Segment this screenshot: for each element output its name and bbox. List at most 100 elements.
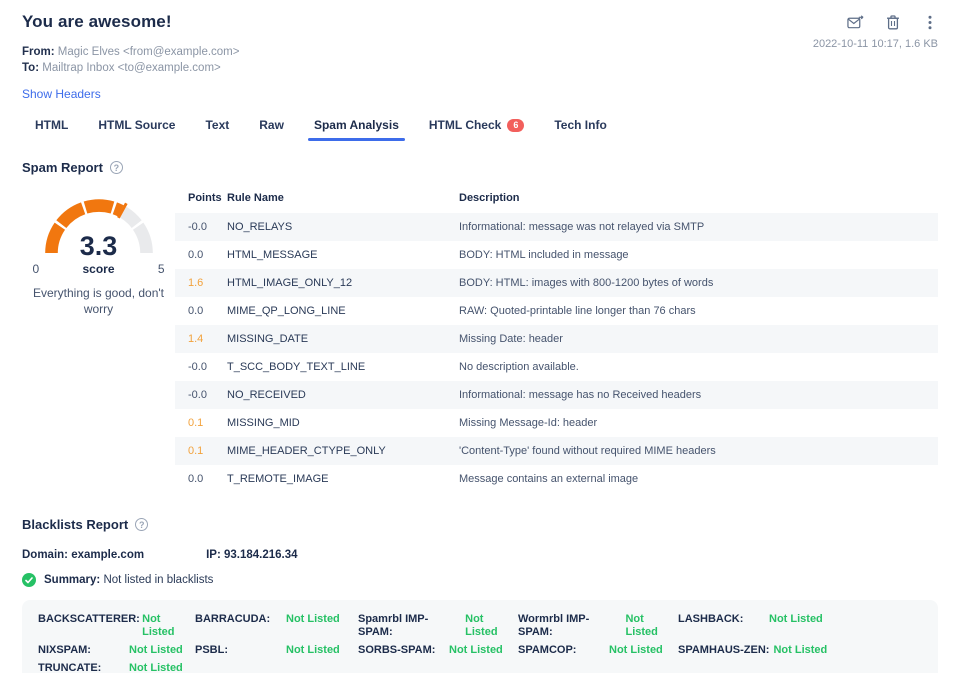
blacklist-status: Not Listed bbox=[609, 644, 663, 656]
rule-name: MISSING_DATE bbox=[227, 325, 459, 353]
rule-description: BODY: HTML included in message bbox=[459, 249, 629, 261]
table-row: -0.0 NO_RELAYS Informational: message was … bbox=[175, 213, 938, 241]
issues-count-badge: 6 bbox=[507, 118, 525, 132]
gauge-arc bbox=[44, 199, 153, 254]
blacklist-ip: IP: 93.184.216.34 bbox=[206, 549, 298, 561]
rule-description: Missing Message-Id: header bbox=[459, 417, 598, 429]
blacklist-status: Not Listed bbox=[625, 613, 658, 638]
gauge-message: Everything is good, don't worry bbox=[32, 286, 165, 316]
rule-name: HTML_MESSAGE bbox=[227, 249, 318, 261]
table-row: -0.0 NO_RECEIVED Informational: message ha… bbox=[175, 381, 938, 409]
rule-points: 0.0 bbox=[188, 305, 204, 317]
blacklist-status: Not Listed bbox=[773, 644, 828, 656]
tab-spam-analysis[interactable]: Spam Analysis bbox=[307, 118, 405, 141]
tab-html-check[interactable]: HTML Check 6 bbox=[429, 118, 525, 141]
blacklist-domain: Domain: example.com bbox=[22, 549, 145, 561]
table-row: 0.1 MIME_HEADER_CTYPE_ONLY 'Content-Type' … bbox=[175, 437, 938, 465]
rule-description: Message contains an external image bbox=[459, 473, 639, 485]
blacklist-entry: SPAMHAUS-ZEN: Not Listed bbox=[678, 644, 922, 657]
blacklist-status: Not Listed bbox=[142, 613, 175, 638]
blacklist-name: LASHBACK: bbox=[678, 613, 744, 625]
table-row: -0.0 T_SCC_BODY_TEXT_LINE No description a… bbox=[175, 353, 938, 381]
blacklist-status: Not Listed bbox=[286, 613, 340, 625]
rule-points: 0.0 bbox=[188, 473, 204, 485]
rule-points: -0.0 bbox=[175, 213, 227, 241]
page-title: You are awesome! bbox=[22, 12, 172, 31]
blacklist-status: Not Listed bbox=[449, 644, 503, 656]
blacklist-status: Not Listed bbox=[286, 644, 340, 656]
tab-label: HTML bbox=[35, 118, 69, 132]
summary-label: Summary: bbox=[44, 574, 101, 586]
address-block: From: Magic Elves <from@example.com> To:… bbox=[22, 44, 938, 76]
blacklist-name: PSBL: bbox=[195, 644, 228, 656]
more-menu-icon[interactable] bbox=[921, 14, 938, 30]
table-row: 0.0 T_REMOTE_IMAGE Message contains an ext… bbox=[175, 465, 938, 493]
blacklist-name: Spamrbl IMP-SPAM: bbox=[358, 613, 429, 638]
spam-score-value: 3.3 bbox=[79, 231, 118, 261]
header-actions bbox=[847, 14, 938, 30]
blacklist-name: TRUNCATE: bbox=[38, 662, 102, 673]
blacklist-name: SPAMHAUS-ZEN: bbox=[678, 644, 770, 656]
rule-name: MIME_HEADER_CTYPE_ONLY bbox=[227, 437, 459, 465]
rule-points: 0.1 bbox=[188, 417, 204, 429]
blacklist-entry: SPAMCOP: Not Listed bbox=[518, 644, 678, 657]
rule-description: No description available. bbox=[459, 361, 579, 373]
blacklists-report-section: Blacklists Report ? Domain: example.com … bbox=[22, 517, 938, 673]
table-header-row: Points Rule Name Description bbox=[175, 188, 938, 213]
blacklist-entry: BARRACUDA: Not Listed bbox=[195, 613, 358, 639]
table-row: 1.4 MISSING_DATE Missing Date: header bbox=[175, 325, 938, 353]
blacklist-name: SPAMCOP: bbox=[518, 644, 577, 656]
blacklist-entry: NIXSPAM: Not Listed bbox=[38, 644, 195, 657]
gauge-min-label: 0 bbox=[32, 262, 40, 276]
rule-description: BODY: HTML: images with 800-1200 bytes o… bbox=[459, 269, 938, 297]
tab-html-source[interactable]: HTML Source bbox=[98, 118, 175, 141]
rule-points: 0.0 bbox=[188, 249, 204, 261]
gauge-max-label: 5 bbox=[157, 262, 165, 276]
col-header-description: Description bbox=[459, 192, 520, 204]
rule-points: 1.4 bbox=[175, 325, 227, 353]
show-headers-link[interactable]: Show Headers bbox=[22, 87, 101, 101]
rule-points: 0.1 bbox=[175, 437, 227, 465]
blacklist-entry: Wormrbl IMP-SPAM: Not Listed bbox=[518, 613, 678, 639]
rule-points: -0.0 bbox=[188, 361, 207, 373]
tab-label: Text bbox=[205, 118, 230, 132]
tab-tech-info[interactable]: Tech Info bbox=[554, 118, 606, 141]
forward-email-icon[interactable] bbox=[847, 14, 864, 30]
tab-raw[interactable]: Raw bbox=[259, 118, 284, 141]
rule-name: MISSING_MID bbox=[227, 417, 300, 429]
col-header-points: Points bbox=[188, 192, 222, 204]
blacklist-entry: LASHBACK: Not Listed bbox=[678, 613, 922, 639]
delete-icon[interactable] bbox=[884, 14, 901, 30]
gauge-score-label: score bbox=[82, 262, 115, 276]
blacklist-status: Not Listed bbox=[129, 662, 183, 673]
rule-points: -0.0 bbox=[175, 381, 227, 409]
from-label: From: bbox=[22, 46, 55, 58]
spam-report-heading: Spam Report bbox=[22, 160, 103, 175]
rule-name: T_REMOTE_IMAGE bbox=[227, 473, 329, 485]
question-circle-icon[interactable]: ? bbox=[109, 161, 123, 174]
table-row: 1.6 HTML_IMAGE_ONLY_12 BODY: HTML: images … bbox=[175, 269, 938, 297]
blacklist-name: Wormrbl IMP-SPAM: bbox=[518, 613, 590, 638]
rule-description: Informational: message has no Received h… bbox=[459, 381, 938, 409]
tab-html[interactable]: HTML bbox=[35, 118, 68, 141]
blacklist-entry: PSBL: Not Listed bbox=[195, 644, 358, 657]
blacklist-status: Not Listed bbox=[769, 613, 823, 625]
tab-label: HTML Source bbox=[98, 118, 176, 132]
spam-score-gauge: 3.3 0 score 5 Everything is good, don't … bbox=[22, 188, 175, 493]
blacklist-name: NIXSPAM: bbox=[38, 644, 91, 656]
question-circle-icon[interactable]: ? bbox=[135, 518, 149, 531]
col-header-rule-name: Rule Name bbox=[227, 192, 284, 204]
tab-text[interactable]: Text bbox=[205, 118, 229, 141]
blacklists-report-heading: Blacklists Report bbox=[22, 517, 129, 532]
message-view-tabs: HTML HTML Source Text Raw Spam Analysis HTML … bbox=[22, 118, 938, 141]
from-value: Magic Elves <from@example.com> bbox=[57, 46, 240, 58]
blacklist-name: SORBS-SPAM: bbox=[358, 644, 436, 656]
check-circle-icon bbox=[22, 573, 36, 587]
rule-description: Missing Date: header bbox=[459, 325, 938, 353]
rule-name: NO_RECEIVED bbox=[227, 381, 459, 409]
blacklist-entry: SORBS-SPAM: Not Listed bbox=[358, 644, 518, 657]
summary-value: Not listed in blacklists bbox=[103, 574, 214, 586]
rule-name: MIME_QP_LONG_LINE bbox=[227, 305, 346, 317]
blacklist-status: Not Listed bbox=[465, 613, 498, 638]
